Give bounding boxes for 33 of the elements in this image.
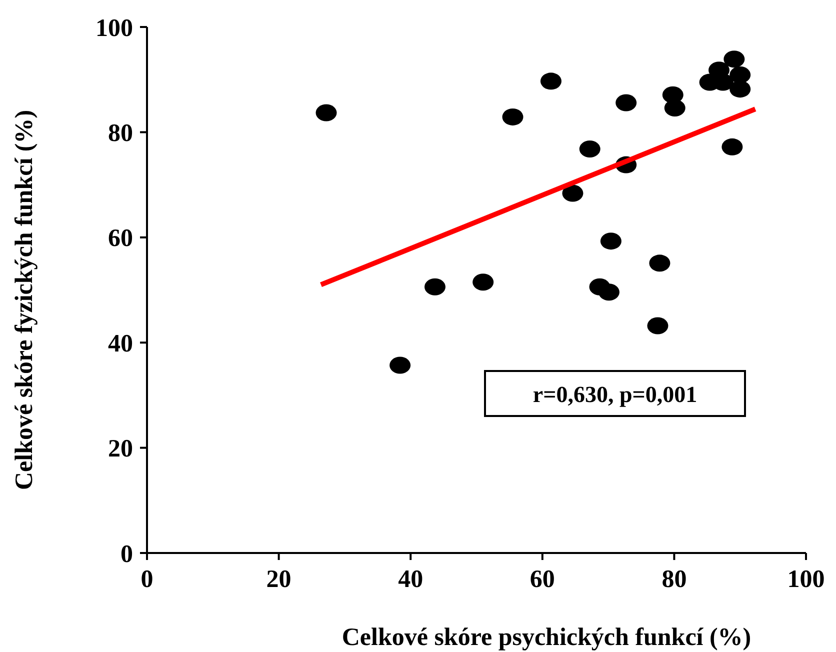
point (540, 72, 562, 90)
y-tick-label: 60 (108, 225, 133, 252)
x-axis-title: Celkové skóre psychických funkcí (%) (342, 624, 752, 651)
point (724, 50, 745, 68)
y-tick-label: 20 (108, 436, 133, 463)
point (647, 317, 668, 334)
y-tick-label: 0 (120, 540, 133, 568)
x-tick-label: 20 (266, 566, 292, 593)
y-tick-label: 40 (108, 330, 133, 358)
point (390, 356, 411, 374)
point (722, 138, 743, 156)
point (424, 278, 446, 296)
x-tick-label: 80 (662, 566, 687, 593)
x-tick-label: 0 (140, 566, 154, 593)
x-tick-label: 60 (530, 566, 555, 593)
point (472, 274, 494, 291)
point (649, 254, 670, 272)
x-tick-label: 100 (787, 566, 825, 593)
point (730, 80, 751, 98)
annotation: r=0,630, p=0,001 (532, 382, 698, 408)
y-tick-label: 100 (96, 14, 133, 42)
point (316, 104, 337, 122)
point (579, 140, 600, 158)
point (598, 284, 620, 301)
y-axis-title: Celkové skóre fyzických funkcí (%) (11, 110, 38, 490)
x-tick-label: 40 (398, 566, 424, 593)
point (600, 232, 622, 250)
point (616, 94, 637, 112)
point (502, 108, 524, 126)
y-tick-label: 80 (108, 120, 133, 147)
point (730, 66, 751, 84)
point (562, 184, 584, 202)
point (664, 100, 686, 117)
